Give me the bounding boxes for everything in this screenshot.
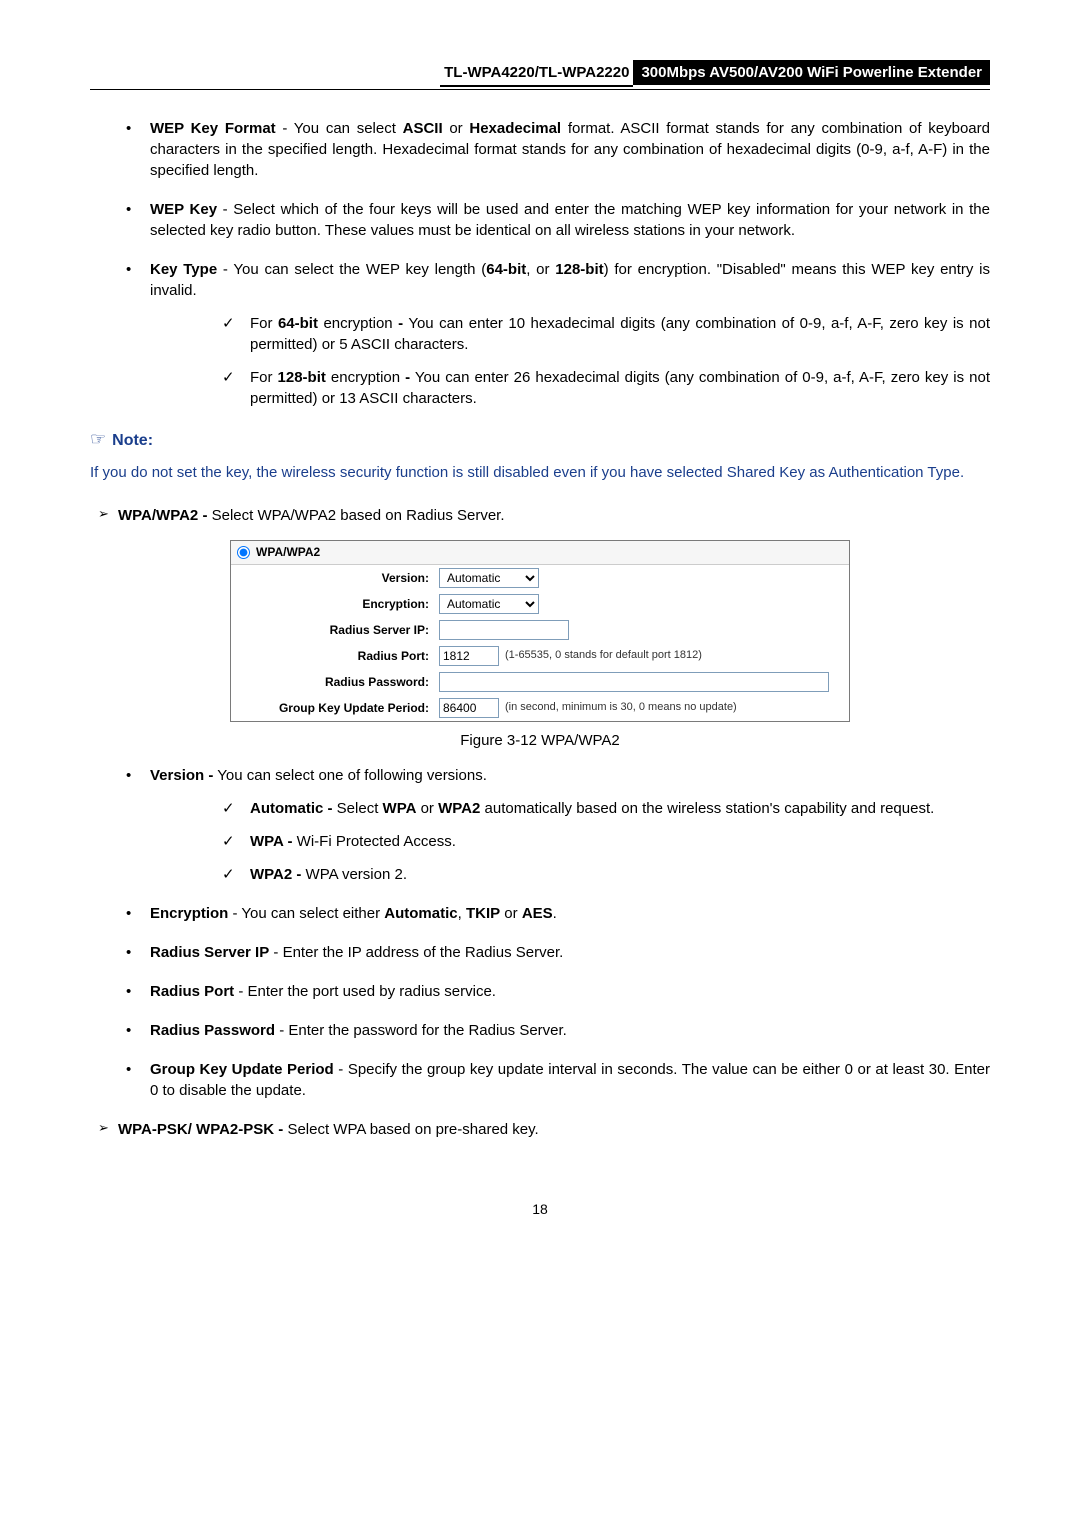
password-input[interactable] (439, 672, 829, 692)
screenshot-topbar: WPA/WPA2 (231, 541, 849, 565)
wpa-radio[interactable] (237, 546, 250, 559)
version-item: Version - You can select one of followin… (150, 765, 990, 885)
wpa-detail-list: Version - You can select one of followin… (90, 765, 990, 1101)
label: Key Type (150, 261, 217, 278)
period-label: Group Key Update Period: (239, 700, 439, 717)
figure-wrap: WPA/WPA2 Version: Automatic Encryption: … (90, 540, 990, 722)
version-label: Version: (239, 570, 439, 587)
64bit-item: For 64-bit encryption - You can enter 10… (250, 313, 990, 355)
row-version: Version: Automatic (231, 565, 849, 591)
port-label: Radius Port: (239, 648, 439, 665)
row-encryption: Encryption: Automatic (231, 591, 849, 617)
password-label: Radius Password: (239, 674, 439, 691)
model-label: TL-WPA4220/TL-WPA2220 (440, 60, 633, 87)
server-ip-input[interactable] (439, 620, 569, 640)
wpa-screenshot: WPA/WPA2 Version: Automatic Encryption: … (230, 540, 850, 722)
wpa2-item: WPA2 - WPA version 2. (250, 864, 990, 885)
psk-heading: WPA-PSK/ WPA2-PSK - Select WPA based on … (118, 1119, 990, 1140)
row-password: Radius Password: (231, 669, 849, 695)
wpa-radio-label: WPA/WPA2 (256, 544, 320, 561)
port-item: Radius Port - Enter the port used by rad… (150, 981, 990, 1002)
wpa-heading: WPA/WPA2 - Select WPA/WPA2 based on Radi… (118, 505, 990, 526)
note-icon: ☞ (90, 429, 106, 449)
port-hint: (1-65535, 0 stands for default port 1812… (505, 648, 702, 663)
key-type-item: Key Type - You can select the WEP key le… (150, 259, 990, 409)
row-server-ip: Radius Server IP: (231, 617, 849, 643)
note-body: If you do not set the key, the wireless … (90, 462, 990, 483)
server-ip-label: Radius Server IP: (239, 622, 439, 639)
page-header: TL-WPA4220/TL-WPA2220300Mbps AV500/AV200… (90, 60, 990, 90)
key-type-sublist: For 64-bit encryption - You can enter 10… (150, 313, 990, 409)
password-item: Radius Password - Enter the password for… (150, 1020, 990, 1041)
wpa-heading-list: WPA/WPA2 - Select WPA/WPA2 based on Radi… (90, 505, 990, 526)
server-ip-item: Radius Server IP - Enter the IP address … (150, 942, 990, 963)
label: WEP Key Format (150, 120, 276, 137)
period-input[interactable] (439, 698, 499, 718)
row-period: Group Key Update Period: (in second, min… (231, 695, 849, 721)
version-select[interactable]: Automatic (439, 568, 539, 588)
figure-caption: Figure 3-12 WPA/WPA2 (90, 730, 990, 751)
wep-key-format-item: WEP Key Format - You can select ASCII or… (150, 118, 990, 181)
period-item: Group Key Update Period - Specify the gr… (150, 1059, 990, 1101)
port-input[interactable] (439, 646, 499, 666)
version-sublist: Automatic - Select WPA or WPA2 automatic… (150, 798, 990, 885)
encryption-item: Encryption - You can select either Autom… (150, 903, 990, 924)
period-hint: (in second, minimum is 30, 0 means no up… (505, 700, 737, 715)
row-port: Radius Port: (1-65535, 0 stands for defa… (231, 643, 849, 669)
128bit-item: For 128-bit encryption - You can enter 2… (250, 367, 990, 409)
encryption-label: Encryption: (239, 596, 439, 613)
automatic-item: Automatic - Select WPA or WPA2 automatic… (250, 798, 990, 819)
psk-heading-list: WPA-PSK/ WPA2-PSK - Select WPA based on … (90, 1119, 990, 1140)
wep-list: WEP Key Format - You can select ASCII or… (90, 118, 990, 409)
page-number: 18 (90, 1200, 990, 1220)
wep-key-item: WEP Key - Select which of the four keys … (150, 199, 990, 241)
product-label: 300Mbps AV500/AV200 WiFi Powerline Exten… (633, 60, 990, 85)
label: WEP Key (150, 201, 217, 218)
wpa-item: WPA - Wi-Fi Protected Access. (250, 831, 990, 852)
encryption-select[interactable]: Automatic (439, 594, 539, 614)
note-heading: ☞Note: (90, 427, 990, 452)
